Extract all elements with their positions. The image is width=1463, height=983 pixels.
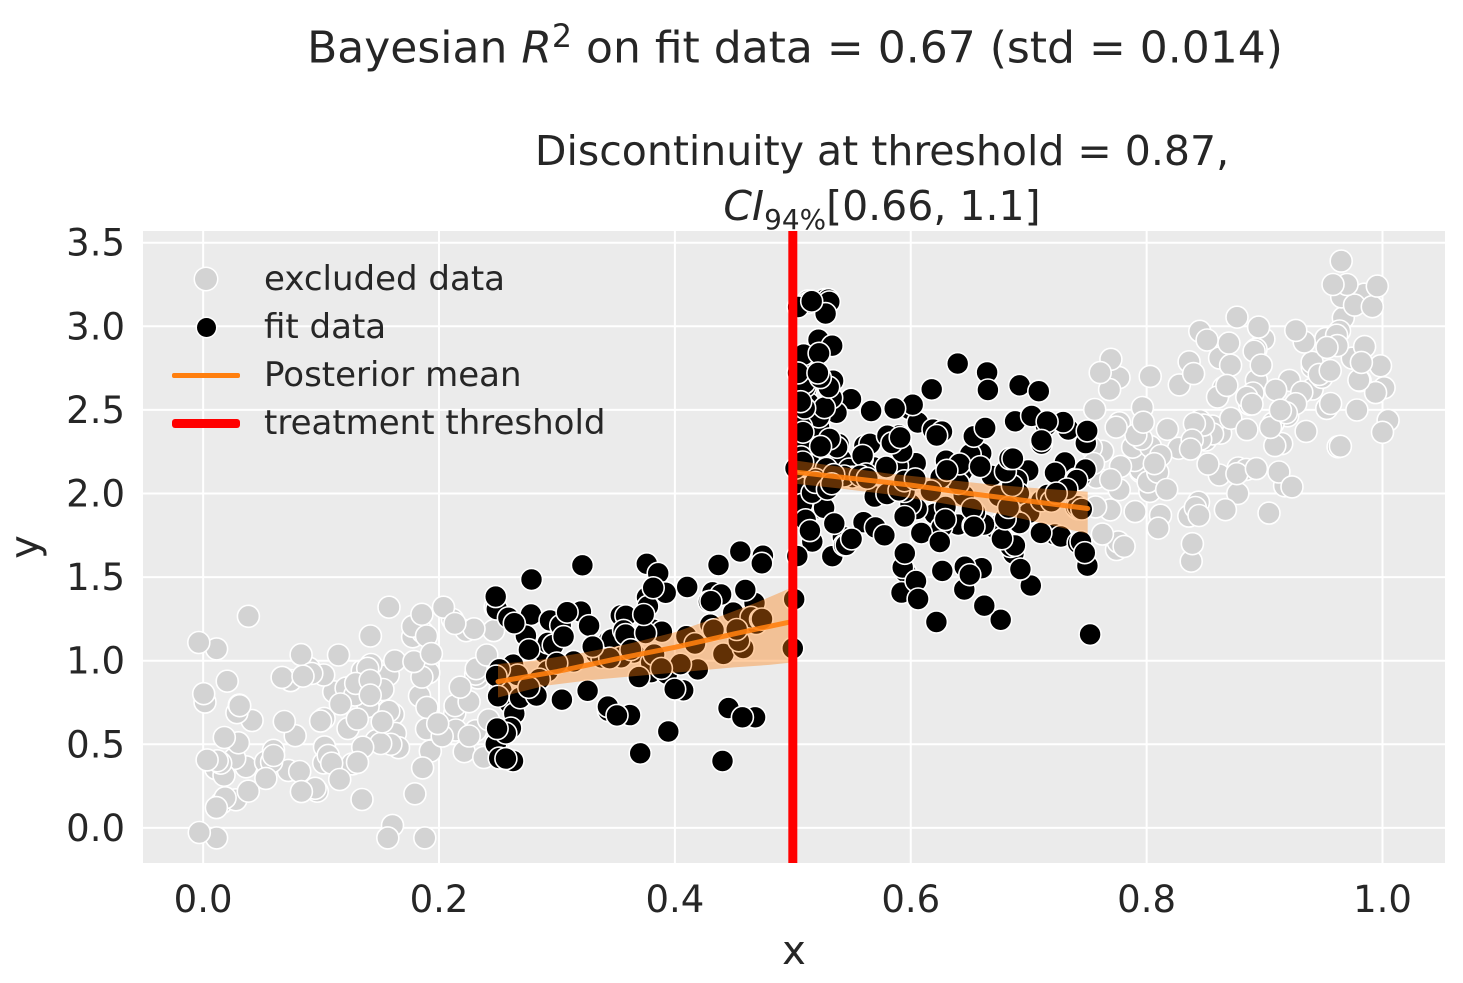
title-text-prefix: Bayesian [307,22,522,74]
x-tick-label: 0.2 [410,878,469,921]
ci-symbol: CI [723,181,765,230]
y-tick-label: 0.5 [66,723,125,766]
legend-label: treatment threshold [264,403,606,443]
chart-subtitle: Discontinuity at threshold = 0.87, CI94%… [535,124,1229,238]
x-tick-label: 0.4 [645,878,704,921]
title-r-exponent: 2 [551,19,573,55]
y-tick-label: 3.0 [66,305,125,348]
legend: excluded data fit data Posterior mean tr… [170,255,606,447]
posterior-mean-line [790,469,1091,511]
y-tick-label: 0.0 [66,807,125,850]
treatment-threshold-line-icon [172,418,240,428]
legend-item-excluded-data: excluded data [170,255,606,303]
fit-data-marker-icon [196,317,216,337]
scatter-excluded-data [187,249,1400,850]
x-tick-label: 0.0 [174,878,233,921]
x-tick-label: 0.6 [881,878,940,921]
y-tick-label: 1.0 [66,640,125,683]
x-axis-label: x [782,928,806,974]
subtitle-line1: Discontinuity at threshold = 0.87, [534,127,1230,175]
posterior-mean-line [495,618,796,685]
x-tick-label: 0.8 [1117,878,1176,921]
plot-contents [187,231,1400,863]
legend-label: Posterior mean [264,355,522,395]
y-tick-label: 2.5 [66,389,125,432]
legend-item-fit-data: fit data [170,303,606,351]
title-text-suffix: on fit data = 0.67 (std = 0.014) [572,22,1283,74]
posterior-mean-line-icon [172,372,240,378]
y-tick-label: 2.0 [66,473,125,516]
ci-level-subscript: 94% [764,203,827,237]
y-tick-label: 1.5 [66,556,125,599]
subtitle-line2: CI94%[0.66, 1.1] [535,179,1229,239]
legend-label: fit data [264,307,387,347]
excluded-data-marker-icon [195,268,217,290]
x-tick-label: 1.0 [1353,878,1412,921]
legend-item-treatment-threshold: treatment threshold [170,399,606,447]
title-r-symbol: R [521,22,552,74]
legend-label: excluded data [264,259,506,299]
legend-item-posterior-mean: Posterior mean [170,351,606,399]
y-axis-label: y [2,535,48,559]
y-tick-label: 3.5 [66,222,125,265]
ci-interval: [0.66, 1.1] [826,181,1041,230]
chart-title: Bayesian R2 on fit data = 0.67 (std = 0.… [307,18,1283,75]
tick-labels: 0.0 0.2 0.4 0.6 0.8 1.0 0.0 0.5 1.0 1.5 2.0 2.5 3.0 3… [66,222,1412,921]
